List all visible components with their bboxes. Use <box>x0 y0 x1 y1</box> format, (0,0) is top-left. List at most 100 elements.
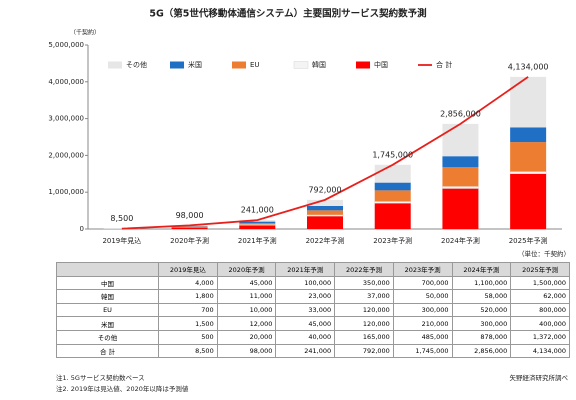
bar-segment <box>239 225 276 229</box>
data-label: 1,745,000 <box>372 150 413 159</box>
bar-segment <box>442 156 479 168</box>
table-cell: 40,000 <box>275 329 336 345</box>
table-cell: 2021年予測 <box>275 262 336 277</box>
table-cell: 4,000 <box>158 275 218 291</box>
bar-segment <box>374 190 411 202</box>
table-cell: 241,000 <box>275 343 336 359</box>
bar-segment <box>442 188 479 229</box>
table-cell: 2025年予測 <box>510 262 570 277</box>
table-cell: 米国 <box>56 316 159 331</box>
table-cell: 1,800 <box>158 289 218 304</box>
note: 注1. 5Gサービス契約数ベース <box>56 374 145 382</box>
legend-label: その他 <box>126 60 147 69</box>
data-label: 241,000 <box>241 206 274 215</box>
data-label: 792,000 <box>308 185 341 194</box>
table-cell: 8,500 <box>158 343 218 359</box>
table-cell: 2,856,000 <box>451 343 512 359</box>
y-tick-label: 3,000,000 <box>48 115 84 123</box>
bar-segment <box>442 186 479 189</box>
table-cell: 37,000 <box>334 289 394 304</box>
data-label: 8,500 <box>110 214 133 223</box>
table-cell: 中国 <box>56 275 159 291</box>
table-cell: 120,000 <box>334 302 394 318</box>
legend-label: EU <box>250 61 260 69</box>
table-cell: 20,000 <box>216 329 277 345</box>
table-cell: 1,745,000 <box>392 343 453 359</box>
x-tick-label: 2022年予測 <box>306 236 345 245</box>
bar-segment <box>510 127 547 143</box>
table-cell: 878,000 <box>451 329 512 345</box>
legend-swatch <box>293 61 309 69</box>
bar-segment <box>239 221 276 224</box>
legend-swatch <box>356 61 370 69</box>
data-label: 2,856,000 <box>440 109 481 118</box>
legend-swatch <box>170 61 184 69</box>
y-unit: （千契約） <box>70 29 100 37</box>
bar-segment <box>374 201 411 204</box>
table-cell: その他 <box>56 329 159 345</box>
source: 矢野経済研究所調べ <box>509 374 569 382</box>
table-cell: 98,000 <box>216 343 277 359</box>
table-cell: 792,000 <box>334 343 394 359</box>
legend-label: 中国 <box>374 60 388 69</box>
table-cell: EU <box>56 302 159 318</box>
table-cell: 1,100,000 <box>451 275 512 291</box>
table-cell: 33,000 <box>275 302 336 318</box>
bar-segment <box>442 167 479 187</box>
x-tick-label: 2024年予測 <box>441 236 480 245</box>
table-cell: 4,134,000 <box>510 343 570 359</box>
table-cell: 2020年予測 <box>216 262 277 277</box>
bar-segment <box>374 182 411 191</box>
table-cell: 2023年予測 <box>392 262 453 277</box>
table-cell: 120,000 <box>334 316 394 331</box>
data-table: 2019年見込 2020年予測 2021年予測 2022年予測 2023年予測 2024年… <box>56 262 570 359</box>
x-tick-label: 2019年見込 <box>102 236 141 245</box>
y-tick-label: 5,000,000 <box>48 41 84 49</box>
table-cell: 11,000 <box>216 289 277 304</box>
table-cell <box>56 262 159 277</box>
table-cell: 45,000 <box>275 316 336 331</box>
table-cell: 10,000 <box>216 302 277 318</box>
table-cell: 45,000 <box>216 275 277 291</box>
table-cell: 1,500,000 <box>510 275 570 291</box>
bar-segment <box>239 223 276 225</box>
table-cell: 350,000 <box>334 275 394 291</box>
y-tick-label: 1,000,000 <box>48 188 84 196</box>
table-cell: 12,000 <box>216 316 277 331</box>
table-cell: 700 <box>158 302 218 318</box>
bar-segment <box>510 76 547 128</box>
table-cell: 485,000 <box>392 329 453 345</box>
legend-swatch <box>108 61 122 69</box>
bar-segment <box>307 216 343 229</box>
table-cell: 50,000 <box>392 289 453 304</box>
table-cell: 500 <box>158 329 218 345</box>
table-cell: 韓国 <box>56 289 159 304</box>
bar-segment <box>171 227 208 229</box>
table-cell: 100,000 <box>275 275 336 291</box>
table-cell: 400,000 <box>510 316 570 331</box>
legend-label: 合 計 <box>436 60 452 69</box>
table-cell: 1,500 <box>158 316 218 331</box>
legend-swatch <box>232 61 246 69</box>
bar-segment <box>374 164 411 183</box>
table-cell: 800,000 <box>510 302 570 318</box>
table-cell: 2022年予測 <box>334 262 394 277</box>
bar-segment <box>510 142 547 172</box>
table-cell: 700,000 <box>392 275 453 291</box>
bar-segment <box>510 173 547 229</box>
y-tick-label: 2,000,000 <box>48 151 84 159</box>
x-tick-label: 2020年予測 <box>170 236 209 245</box>
table-cell: 23,000 <box>275 289 336 304</box>
x-tick-label: 2023年予測 <box>373 236 412 245</box>
x-tick-label: 2025年予測 <box>509 236 548 245</box>
table-cell: 165,000 <box>334 329 394 345</box>
table-unit: （単位：千契約） <box>518 249 570 258</box>
bar-segment <box>307 205 343 211</box>
bar-segment <box>306 214 344 217</box>
table-cell: 62,000 <box>510 289 570 304</box>
bar-segment <box>374 203 411 229</box>
chart-title: 5G（第5世代移動体通信システム）主要国別サービス契約数予測 <box>149 8 426 20</box>
table-cell: 58,000 <box>451 289 512 304</box>
data-label: 98,000 <box>176 211 204 220</box>
